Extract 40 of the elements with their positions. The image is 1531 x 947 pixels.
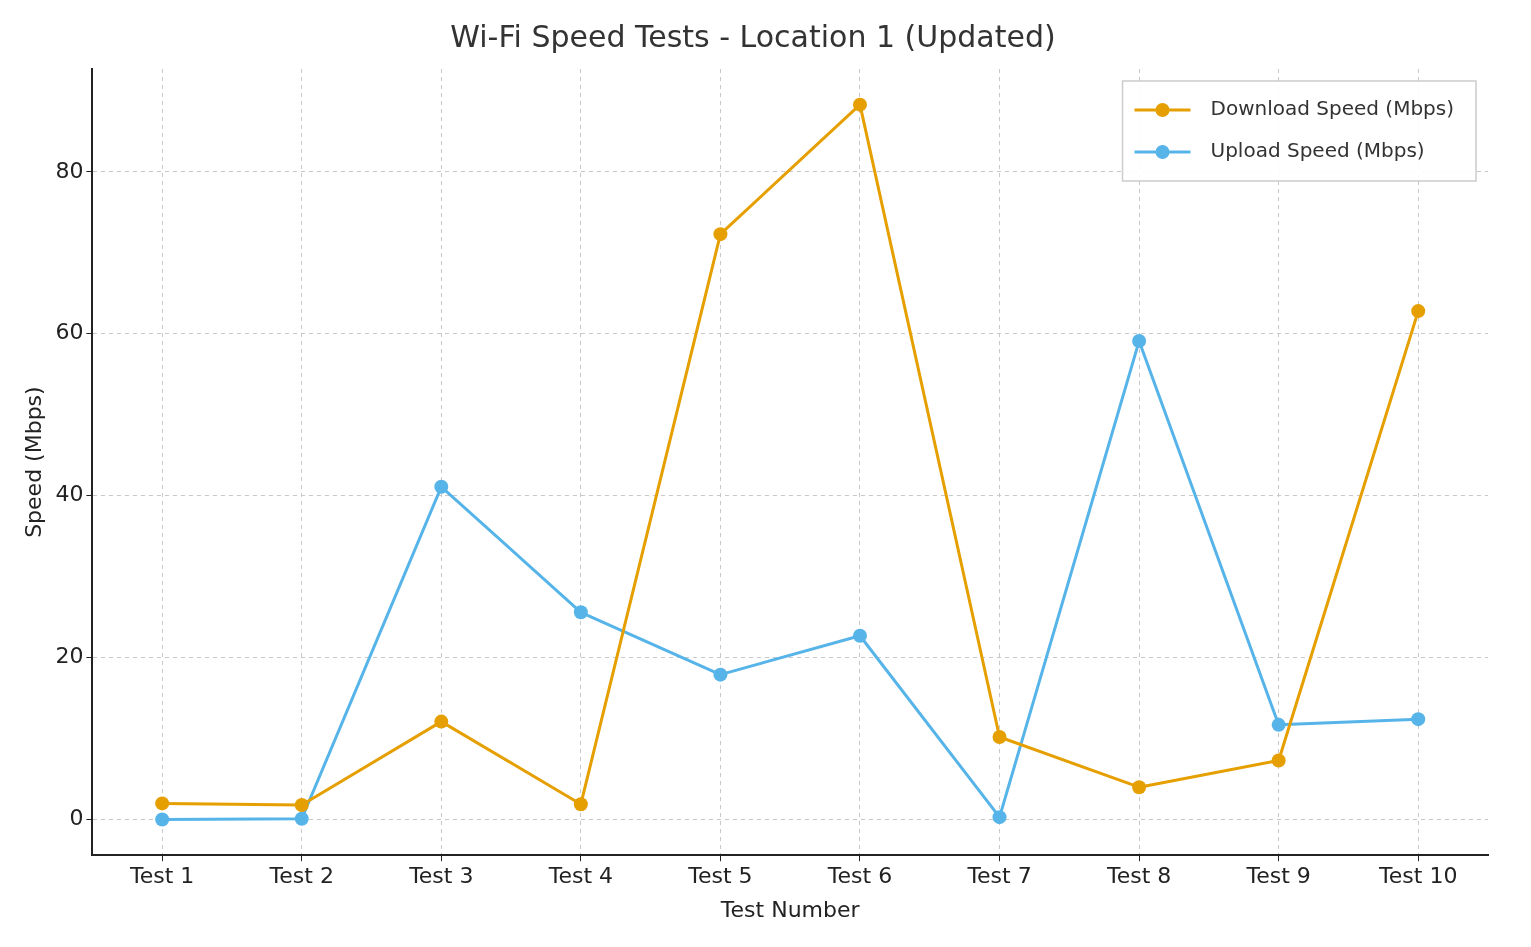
y-tick-label: 20 (55, 643, 84, 669)
x-tick-label: Test 3 (408, 863, 474, 889)
x-tick-label: Test 5 (687, 863, 753, 889)
y-tick-label: 80 (55, 157, 84, 183)
point (155, 796, 170, 811)
point (1411, 304, 1426, 319)
point (992, 729, 1007, 744)
x-tick-label: Test 4 (547, 863, 614, 889)
point (155, 812, 170, 827)
x-tick-label: Test 9 (1245, 863, 1311, 889)
chart-title: Wi-Fi Speed Tests - Location 1 (Updated) (450, 18, 1056, 54)
point (1132, 780, 1147, 795)
point (1271, 753, 1286, 768)
point (1132, 334, 1147, 349)
point (852, 628, 867, 643)
x-tick-label: Test 1 (129, 863, 195, 889)
point (434, 714, 449, 729)
point (992, 810, 1007, 825)
point (713, 227, 728, 242)
point (294, 798, 309, 812)
point (713, 667, 728, 682)
y-tick-label: 40 (55, 481, 84, 507)
legend-label: Download Speed (Mbps) (1210, 96, 1454, 121)
point (573, 797, 588, 812)
y-tick-label: 0 (69, 805, 84, 831)
x-tick-label: Test 6 (826, 863, 893, 889)
x-tick-label: Test 7 (966, 863, 1032, 889)
point (294, 811, 309, 826)
point (1411, 712, 1426, 727)
point (852, 97, 867, 112)
point (434, 479, 449, 494)
y-tick-label: 60 (55, 319, 84, 345)
y-axis-title: Speed (Mbps) (20, 386, 46, 538)
x-tick-label: Test 2 (268, 863, 334, 889)
x-tick-label: Test 10 (1378, 863, 1458, 889)
x-tick-label: Test 8 (1105, 863, 1172, 889)
x-axis-title: Test Number (719, 896, 861, 922)
point (573, 605, 588, 620)
point (1271, 717, 1286, 732)
legend-label: Upload Speed (Mbps) (1210, 138, 1425, 163)
